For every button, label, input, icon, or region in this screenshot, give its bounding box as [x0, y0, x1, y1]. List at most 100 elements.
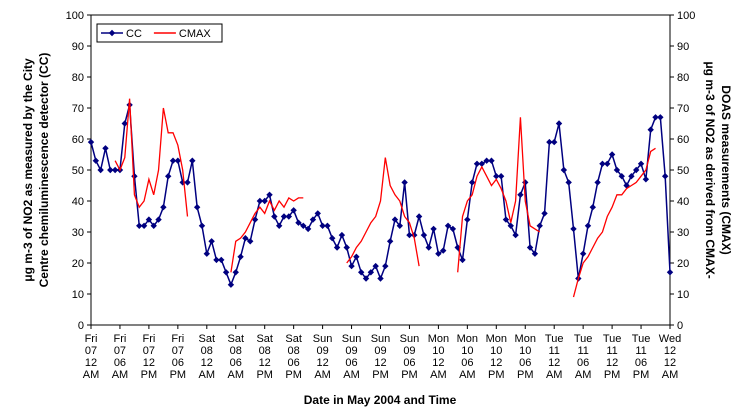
data-point [280, 213, 288, 220]
data-point [657, 114, 664, 121]
data-point [247, 238, 254, 245]
x-tick-label: Sun 09 06 PM [400, 333, 420, 381]
data-point [377, 275, 384, 282]
data-point [198, 222, 206, 229]
y2-tick-label: 90 [677, 41, 689, 53]
data-point [401, 179, 408, 186]
y2-tick-label: 10 [677, 289, 689, 301]
x-tick-label: Sun 09 06 AM [342, 333, 362, 381]
data-point [666, 269, 674, 276]
y-tick-label: 60 [72, 134, 84, 146]
data-point [382, 262, 389, 270]
y2-tick-label: 50 [677, 165, 689, 177]
data-point [541, 210, 548, 217]
data-point [155, 216, 162, 223]
data-point [594, 179, 601, 186]
data-point [483, 157, 490, 164]
data-point [420, 231, 428, 239]
data-point [536, 222, 543, 229]
data-point [565, 179, 572, 186]
data-point [333, 244, 341, 251]
x-tick-label: Tue 11 06 AM [574, 333, 593, 381]
data-point [329, 235, 336, 242]
y2-tick-label: 100 [677, 10, 695, 22]
data-point [208, 238, 215, 245]
data-point [343, 244, 350, 251]
y2-tick-label: 0 [677, 320, 683, 332]
data-point [425, 244, 432, 251]
data-point [468, 179, 476, 186]
data-point [222, 269, 230, 276]
data-point [560, 166, 568, 174]
data-point [275, 222, 283, 229]
data-point [203, 250, 210, 257]
data-point [440, 247, 447, 254]
data-point [599, 160, 606, 167]
data-point [386, 238, 394, 245]
y2-tick-label: 80 [677, 72, 689, 84]
data-point [324, 222, 331, 229]
data-point [184, 179, 191, 186]
y-axis-title: μg m-3 of NO2 as measured by the City [21, 58, 35, 282]
data-point [493, 173, 500, 180]
data-point [444, 222, 452, 229]
x-tick-label: Fri 07 12 PM [141, 333, 158, 381]
data-point [145, 216, 153, 223]
y-axis-title: Centre chemiluminescence detector (CC) [37, 53, 51, 288]
data-point [367, 269, 375, 276]
data-point [285, 213, 293, 220]
data-point [502, 216, 510, 223]
data-point [261, 197, 268, 205]
data-point [512, 231, 519, 239]
data-point [237, 253, 244, 260]
data-point [174, 157, 182, 164]
data-point [242, 235, 249, 242]
y-tick-label: 80 [72, 72, 84, 84]
data-point [531, 250, 539, 257]
legend-label: CMAX [179, 28, 211, 40]
data-point [140, 222, 148, 229]
legend-marker [108, 29, 116, 37]
data-point [160, 204, 167, 211]
data-point [497, 173, 505, 180]
y2-axis-title: μg m-3 of NO2 as derived from CMAX- [703, 61, 717, 278]
x-tick-label: Sun 09 12 PM [371, 333, 391, 381]
x-tick-label: Sat 08 12 AM [199, 333, 216, 381]
data-point [189, 157, 196, 164]
y-tick-label: 30 [72, 227, 84, 239]
data-point [295, 219, 302, 226]
data-point [169, 157, 177, 164]
x-tick-label: Tue 11 12 PM [603, 333, 622, 381]
x-tick-label: Fri 07 06 PM [170, 333, 187, 381]
x-tick-label: Fri 07 12 AM [83, 333, 100, 381]
data-point [608, 151, 616, 158]
y2-tick-label: 70 [677, 103, 689, 115]
data-point [647, 126, 654, 133]
x-tick-label: Sun 09 12 AM [313, 333, 333, 381]
x-tick-label: Sat 08 12 PM [256, 333, 273, 381]
y-tick-label: 90 [72, 41, 84, 53]
x-tick-label: Tue 11 06 PM [632, 333, 651, 381]
y-tick-label: 10 [72, 289, 84, 301]
y2-tick-label: 30 [677, 227, 689, 239]
y-tick-label: 0 [78, 320, 84, 332]
data-point [150, 222, 157, 229]
x-tick-label: Wed 12 12 AM [659, 333, 681, 381]
data-point [459, 256, 466, 264]
data-point [652, 114, 659, 121]
data-point [232, 269, 239, 276]
y2-tick-label: 40 [677, 196, 689, 208]
data-point [604, 160, 611, 167]
y-tick-label: 100 [66, 10, 84, 22]
data-point [488, 157, 495, 164]
data-point [551, 138, 558, 146]
legend-label: CC [126, 28, 142, 40]
data-point [661, 173, 669, 180]
x-axis-title: Date in May 2004 and Time [304, 393, 457, 407]
x-tick-label: Tue 11 12 AM [545, 333, 564, 381]
data-point [526, 244, 534, 251]
x-tick-label: Mon 10 12 PM [486, 333, 507, 381]
y-tick-label: 40 [72, 196, 84, 208]
data-point [391, 216, 399, 223]
data-point [473, 160, 481, 167]
